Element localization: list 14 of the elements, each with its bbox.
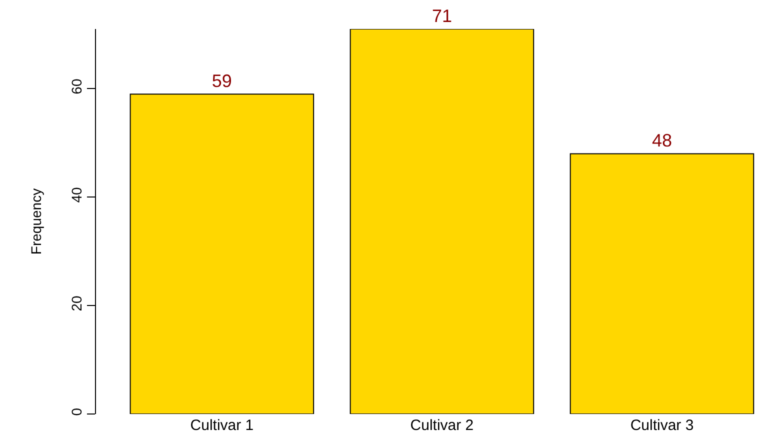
bar: [130, 94, 314, 414]
data-label: 59: [212, 71, 232, 92]
data-label: 71: [432, 6, 452, 26]
y-tick-label: 40: [68, 187, 84, 203]
x-tick-label: Cultivar 3: [630, 417, 694, 434]
data-label: 48: [652, 130, 672, 151]
bar: [350, 29, 534, 414]
y-tick-label: 0: [68, 408, 84, 416]
x-tick-label: Cultivar 2: [410, 417, 474, 434]
bar: [570, 153, 754, 414]
y-tick-label: 60: [68, 78, 84, 94]
y-axis-title: Frequency: [28, 188, 44, 255]
y-tick-label: 20: [68, 295, 84, 312]
x-tick-label: Cultivar 1: [190, 417, 254, 434]
